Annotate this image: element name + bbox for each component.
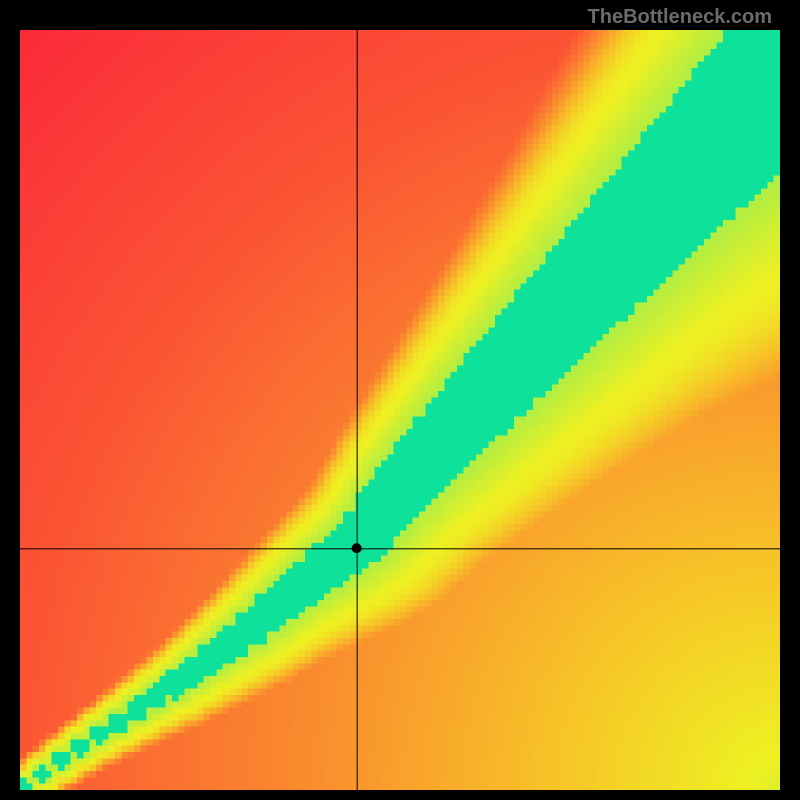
- root-container: TheBottleneck.com: [0, 0, 800, 800]
- heatmap-plot: [20, 30, 780, 790]
- watermark-text: TheBottleneck.com: [588, 6, 772, 29]
